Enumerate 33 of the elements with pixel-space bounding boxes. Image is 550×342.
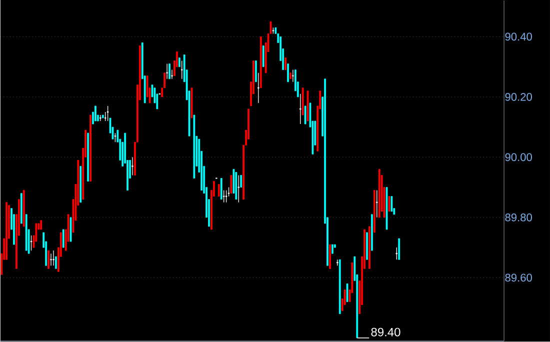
y-tick-label: 89.60 [505, 274, 532, 282]
candlestick [40, 220, 42, 230]
candlestick [166, 64, 168, 80]
candlestick [390, 196, 393, 212]
y-tick-label: 90.40 [505, 32, 532, 41]
candlestick [94, 106, 96, 122]
y-tick-label: 89.80 [505, 214, 532, 222]
candlestick [178, 58, 180, 68]
candlestick [284, 58, 286, 70]
candlestick [168, 64, 170, 80]
candlestick [52, 250, 55, 266]
candlestick [218, 184, 220, 197]
candlestick [304, 106, 306, 124]
candlestick [55, 256, 57, 269]
annotation: 89.40 [371, 328, 400, 336]
candlestick [170, 70, 174, 80]
candlestick [50, 253, 52, 266]
candlestick [131, 156, 134, 176]
candlestick [62, 229, 64, 248]
y-tick-label: 90.20 [505, 93, 532, 101]
candlestick [48, 250, 50, 269]
candlestick [388, 196, 390, 212]
candlestick [254, 60, 257, 82]
candlestick [287, 64, 289, 82]
y-tick-label: 90.00 [505, 153, 532, 162]
candlestick [398, 238, 400, 260]
candlestick [262, 46, 264, 68]
candlestick [230, 175, 232, 194]
candlestick [292, 70, 294, 82]
candlestick [332, 244, 334, 254]
candlestick [220, 178, 222, 200]
candlestick [240, 175, 242, 188]
candlestick [346, 284, 348, 302]
